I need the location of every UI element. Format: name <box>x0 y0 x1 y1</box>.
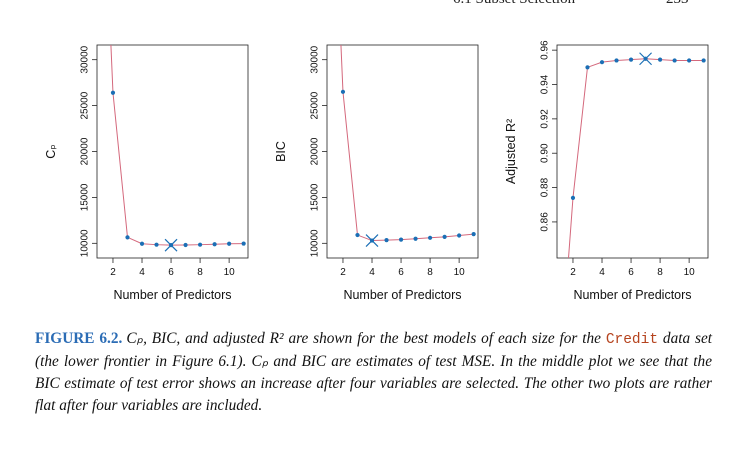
caption-text: Cₚ, BIC, and adjusted R² are shown for t… <box>126 330 606 347</box>
x-tick-label: 2 <box>110 267 116 278</box>
x-tick-label: 6 <box>628 267 634 278</box>
best-model-marker <box>639 52 652 66</box>
data-point <box>657 57 663 62</box>
y-tick-label: 25000 <box>310 91 321 119</box>
figure: 2 4 6 8 10 10000 15000 20000 25000 30000 Number of… <box>44 40 709 302</box>
plot-area <box>568 52 706 258</box>
data-point <box>471 232 476 237</box>
y-tick-label: 20000 <box>310 137 321 165</box>
plot-frame <box>96 44 249 259</box>
y-tick-label: 0.90 <box>540 143 551 163</box>
y-tick-label: 25000 <box>80 91 91 119</box>
data-point <box>442 234 447 239</box>
data-point <box>570 195 576 200</box>
y-axis-label: BIC <box>274 141 288 162</box>
data-point <box>110 90 116 95</box>
caption-label: FIGURE 6.2. <box>35 330 123 347</box>
data-line <box>340 45 474 242</box>
caption-text: data set (the lower frontier in Figure 6… <box>35 330 712 414</box>
x-tick-label: 2 <box>340 267 346 278</box>
data-point <box>183 242 188 248</box>
y-axis-label: Adjusted R² <box>504 119 518 184</box>
y-tick-label: 30000 <box>80 45 91 73</box>
x-tick-label: 4 <box>139 267 145 278</box>
chart: 2 4 6 8 10 0.86 0.88 0.90 0.92 0.94 0.96 Number of … <box>504 40 709 302</box>
x-tick-label: 8 <box>427 267 433 278</box>
y-tick-label: 15000 <box>310 183 321 211</box>
y-axis-label: Cₚ <box>44 144 58 158</box>
data-point <box>384 237 389 243</box>
x-axis-label: Number of Predictors <box>113 288 231 302</box>
data-point <box>197 242 203 247</box>
y-tick-label: 0.92 <box>540 109 551 129</box>
plot-area <box>340 45 476 247</box>
data-point <box>599 60 605 65</box>
y-tick-label: 0.86 <box>540 212 551 232</box>
data-point <box>457 233 462 238</box>
best-model-marker <box>164 238 178 252</box>
data-point <box>687 58 692 63</box>
y-tick-label: 0.88 <box>540 177 551 197</box>
x-tick-label: 10 <box>224 267 236 278</box>
chart: 2 4 6 8 10 10000 15000 20000 25000 30000 Number of… <box>274 44 479 302</box>
data-line <box>110 45 244 246</box>
page-number: 233 <box>666 0 689 8</box>
section-header: 6.1 Subset Selection <box>453 0 575 8</box>
data-point <box>672 58 677 63</box>
data-point <box>227 241 232 246</box>
y-tick-label: 30000 <box>310 45 321 73</box>
y-tick-label: 20000 <box>80 137 91 165</box>
data-point <box>614 58 619 63</box>
data-point <box>585 65 590 70</box>
data-point <box>628 57 634 62</box>
plot-frame <box>556 44 709 259</box>
data-point <box>154 242 159 247</box>
y-tick-label: 0.94 <box>540 74 551 94</box>
y-tick-label: 0.96 <box>540 40 551 60</box>
data-point <box>139 241 145 246</box>
chart: 2 4 6 8 10 10000 15000 20000 25000 30000 Number of… <box>44 44 249 302</box>
y-tick-label: 15000 <box>80 183 91 211</box>
x-tick-label: 2 <box>570 267 576 278</box>
x-axis-label: Number of Predictors <box>343 288 461 302</box>
y-tick-label: 10000 <box>80 229 91 257</box>
data-point <box>398 237 404 242</box>
data-point <box>212 242 217 247</box>
data-point <box>427 235 433 240</box>
data-point <box>355 232 360 238</box>
x-tick-label: 6 <box>398 267 404 278</box>
x-tick-label: 6 <box>168 267 174 278</box>
data-point <box>701 58 706 63</box>
x-axis-label: Number of Predictors <box>573 288 691 302</box>
plot-area <box>110 45 246 252</box>
x-tick-label: 4 <box>369 267 375 278</box>
x-tick-label: 10 <box>684 267 696 278</box>
data-point <box>125 235 130 240</box>
y-tick-label: 10000 <box>310 229 321 257</box>
data-point <box>413 236 418 241</box>
best-model-marker <box>365 234 379 247</box>
x-tick-label: 8 <box>657 267 663 278</box>
caption: FIGURE 6.2. Cₚ, BIC, and adjusted R² are … <box>35 328 712 417</box>
caption-code: Credit <box>605 332 659 348</box>
data-point <box>340 89 346 94</box>
x-tick-label: 8 <box>197 267 203 278</box>
x-tick-label: 10 <box>454 267 466 278</box>
x-tick-label: 4 <box>599 267 605 278</box>
plot-frame <box>326 44 479 259</box>
data-point <box>241 241 246 246</box>
